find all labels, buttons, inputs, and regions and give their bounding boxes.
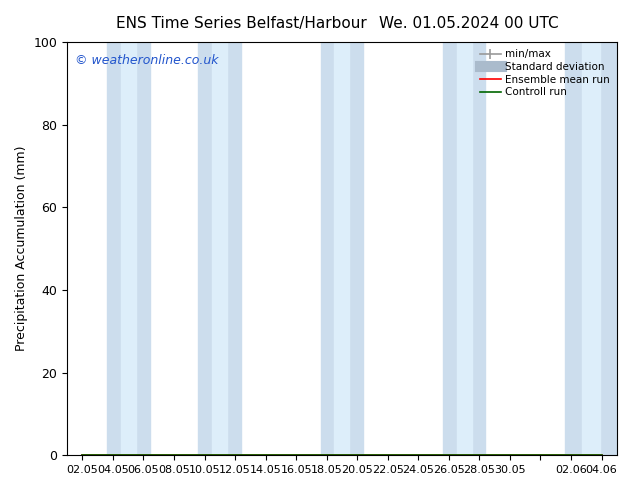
Legend: min/max, Standard deviation, Ensemble mean run, Controll run: min/max, Standard deviation, Ensemble me… — [476, 45, 614, 101]
Y-axis label: Precipitation Accumulation (mm): Precipitation Accumulation (mm) — [15, 146, 28, 351]
Bar — [335, 42, 349, 455]
Bar — [212, 42, 228, 455]
Bar — [120, 42, 136, 455]
Bar — [456, 42, 472, 455]
Bar — [321, 42, 363, 455]
Text: We. 01.05.2024 00 UTC: We. 01.05.2024 00 UTC — [379, 16, 559, 31]
Bar — [443, 42, 486, 455]
Bar — [582, 42, 600, 455]
Bar — [198, 42, 241, 455]
Bar — [107, 42, 150, 455]
Bar — [565, 42, 617, 455]
Text: ENS Time Series Belfast/Harbour: ENS Time Series Belfast/Harbour — [115, 16, 366, 31]
Text: © weatheronline.co.uk: © weatheronline.co.uk — [75, 54, 219, 68]
